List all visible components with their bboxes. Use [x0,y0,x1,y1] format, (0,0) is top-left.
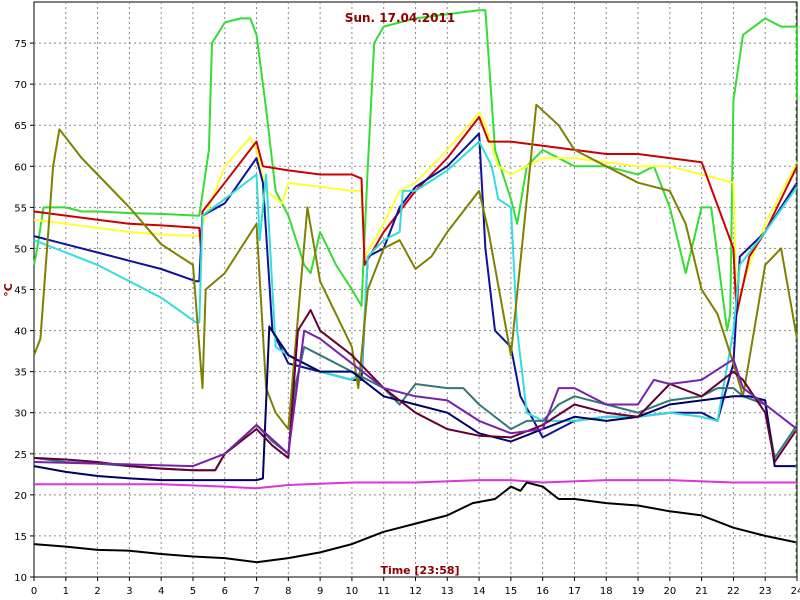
grid [34,2,797,577]
y-tick-label: 40 [14,327,27,338]
y-axis-ticks: 10 15 20 25 30 35 40 45 50 55 60 65 70 75 [14,39,34,584]
series-line-5 [33,140,798,422]
y-tick-label: 15 [14,532,27,543]
x-tick-label: 23 [759,586,772,597]
series-line-8 [33,325,797,482]
x-tick-label: 11 [377,586,390,597]
y-tick-label: 75 [14,39,27,50]
x-tick-label: 22 [727,586,740,597]
y-axis-unit: °C [2,283,15,297]
y-tick-label: 35 [14,368,27,379]
y-tick-label: 20 [14,491,27,502]
y-tick-label: 65 [14,121,27,132]
series-line-12 [33,481,798,564]
chart-title: Sun. 17.04.2011 [345,11,455,25]
x-tick-label: 18 [600,586,613,597]
x-tick-label: 7 [253,586,259,597]
x-tick-label: 4 [158,586,164,597]
x-tick-label: 14 [473,586,486,597]
y-tick-label: 25 [14,450,27,461]
series-line-10 [33,329,798,468]
x-tick-label: 10 [346,586,359,597]
y-tick-label: 10 [14,573,27,584]
x-axis-ticks: 0123456789101112131415161718192021222324 [31,577,800,597]
x-tick-label: 20 [663,586,676,597]
x-tick-label: 1 [63,586,69,597]
y-tick-label: 70 [14,80,27,91]
series-lines [33,2,798,577]
x-tick-label: 16 [536,586,549,597]
x-tick-label: 13 [441,586,454,597]
x-tick-label: 12 [409,586,422,597]
x-tick-label: 6 [222,586,228,597]
series-line-3 [33,116,798,316]
x-tick-label: 15 [505,586,518,597]
x-tick-label: 24 [791,586,800,597]
time-label: Time [23:58] [380,564,459,577]
x-tick-label: 8 [285,586,291,597]
x-tick-label: 0 [31,586,37,597]
series-line-1 [33,9,798,332]
y-tick-label: 55 [14,203,27,214]
y-tick-label: 50 [14,244,27,255]
x-tick-label: 21 [695,586,708,597]
x-tick-label: 19 [632,586,645,597]
x-tick-label: 9 [317,586,323,597]
x-tick-label: 2 [94,586,100,597]
series-line-6 [33,103,798,431]
series-line-11 [34,479,797,490]
x-tick-label: 5 [190,586,196,597]
y-tick-label: 45 [14,286,27,297]
x-tick-label: 17 [568,586,581,597]
x-tick-label: 3 [126,586,132,597]
y-tick-label: 30 [14,409,27,420]
y-tick-label: 60 [14,162,27,173]
